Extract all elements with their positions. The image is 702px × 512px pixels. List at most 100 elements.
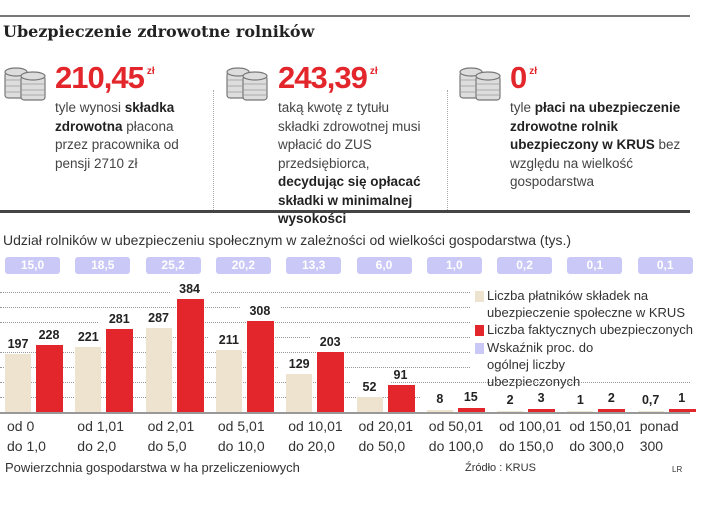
legend-swatch <box>475 325 484 336</box>
data-label: 228 <box>29 327 69 342</box>
section-rule <box>0 210 690 213</box>
bar-insured <box>387 385 415 412</box>
bar-insured <box>598 409 626 412</box>
bar-insured <box>36 344 63 412</box>
bar-payers <box>215 349 242 412</box>
category-line1: od 20,01 <box>358 418 414 434</box>
fact-number: 243,39 <box>278 60 368 95</box>
fact-unit: zł <box>529 66 538 77</box>
category-line2: do 5,0 <box>147 438 187 454</box>
source: Źródło : KRUS <box>465 462 536 474</box>
legend-swatch <box>475 343 484 354</box>
data-label: 3 <box>521 391 562 405</box>
fact-text: płacona przez pracownika od pensji 2710 … <box>55 118 179 171</box>
coins-icon <box>3 64 49 102</box>
data-label: 1 <box>560 393 601 407</box>
bar-payers <box>356 396 383 412</box>
bar-insured <box>457 407 485 412</box>
fact-number: 210,45 <box>55 60 145 95</box>
category-line1: od 10,01 <box>288 418 343 434</box>
category-line2: do 100,0 <box>428 438 484 454</box>
percent-pill: 6,0 <box>356 257 412 274</box>
fact-description: taką kwotę z tytułu składki zdrowotnej m… <box>278 99 428 229</box>
category-line1: od 100,01 <box>499 418 562 434</box>
category-line1: od 5,01 <box>217 418 265 434</box>
fact-text: bez względu na wielkość gospodarstwa <box>510 137 681 189</box>
fact-text: decydując się opłacać składki w minimaln… <box>278 174 421 226</box>
category-label: od 50,01 do 100,0 <box>429 416 484 456</box>
bar-payers <box>497 411 524 412</box>
category-line2: 300 <box>639 438 664 454</box>
category-label: od 100,01 do 150,0 <box>499 416 561 456</box>
legend-item-insured: Liczba faktycznych ubezpieczonych <box>475 321 702 338</box>
bar-payers <box>145 327 172 412</box>
divider <box>447 90 448 210</box>
legend-item-percent: Wskaźnik proc. do ogólnej liczby ubezpie… <box>475 339 637 390</box>
category-line1: od 1,01 <box>77 418 125 434</box>
category-line2: do 10,0 <box>217 438 265 454</box>
bar-payers <box>426 409 453 412</box>
data-label: 221 <box>68 329 109 344</box>
fact-description: tyle płaci na ubezpieczenie zdrowotne ro… <box>510 99 690 192</box>
data-label: 211 <box>208 332 249 347</box>
percent-pill: 0,2 <box>497 257 553 274</box>
bar-insured <box>176 299 204 412</box>
gridline <box>0 382 690 383</box>
category-line1: od 150,01 <box>569 418 632 434</box>
category-line1: od 0 <box>7 418 35 434</box>
legend-item-payers: Liczba płatników składek na ubezpieczeni… <box>475 287 702 321</box>
fact-text: tyle <box>510 100 535 115</box>
data-label: 129 <box>279 357 320 372</box>
page-title: Ubezpieczenie zdrowotne rolników <box>3 22 315 41</box>
data-label: 2 <box>490 393 531 407</box>
x-axis-line <box>0 412 690 414</box>
x-axis-title: Powierzchnia gospodarstwa w ha przelicze… <box>5 460 300 475</box>
fact-text: taką kwotę z tytułu składki zdrowotnej m… <box>278 100 421 171</box>
category-label: od 2,01 do 5,0 <box>148 416 195 456</box>
category-label: od 150,01 do 300,0 <box>569 416 631 456</box>
bar-payers <box>286 374 313 412</box>
fact-number: 0 <box>510 60 527 95</box>
category-line2: do 20,0 <box>288 438 335 454</box>
data-label: 281 <box>99 312 140 327</box>
fact-text: tyle wynosi <box>55 100 125 115</box>
data-label: 384 <box>169 282 210 296</box>
chart-title: Udział rolników w ubezpieczeniu społeczn… <box>3 232 572 248</box>
percent-pill: 15,0 <box>5 257 60 274</box>
category-label: od 10,01 do 20,0 <box>288 416 343 456</box>
bar-insured <box>106 329 134 412</box>
category-label: ponad 300 <box>640 416 679 456</box>
data-label: 203 <box>310 335 351 350</box>
category-line1: ponad <box>639 418 679 434</box>
data-label: 308 <box>239 304 280 319</box>
percent-pill: 0,1 <box>567 257 623 274</box>
percent-pill: 20,2 <box>215 257 271 274</box>
bar-payers <box>5 354 31 412</box>
category-line2: do 150,0 <box>499 438 554 454</box>
category-line1: od 50,01 <box>428 418 484 434</box>
percent-pill: 0,1 <box>637 257 693 274</box>
bar-insured <box>528 409 556 412</box>
category-label: od 0 do 1,0 <box>7 416 46 456</box>
fact-unit: zł <box>369 66 378 77</box>
data-label: 8 <box>419 391 460 406</box>
fact-value: 210,45 zł <box>55 60 155 96</box>
category-line2: do 2,0 <box>77 438 117 454</box>
category-label: od 1,01 do 2,0 <box>77 416 124 456</box>
category-label: od 5,01 do 10,0 <box>218 416 265 456</box>
top-rule <box>0 15 690 17</box>
data-label: 15 <box>450 389 491 404</box>
data-label: 1 <box>661 391 702 405</box>
percent-pill: 1,0 <box>426 257 482 274</box>
bar-insured <box>317 352 345 412</box>
fact-value: 0 zł <box>510 60 537 96</box>
percent-pill: 18,5 <box>75 257 131 274</box>
bar-insured <box>668 409 696 412</box>
gridline <box>0 307 470 308</box>
data-label: 197 <box>0 337 38 352</box>
data-label: 287 <box>138 310 179 325</box>
data-label: 52 <box>349 379 390 394</box>
category-label: od 20,01 do 50,0 <box>359 416 414 456</box>
data-label: 0,7 <box>630 393 671 407</box>
bar-payers <box>75 346 102 412</box>
